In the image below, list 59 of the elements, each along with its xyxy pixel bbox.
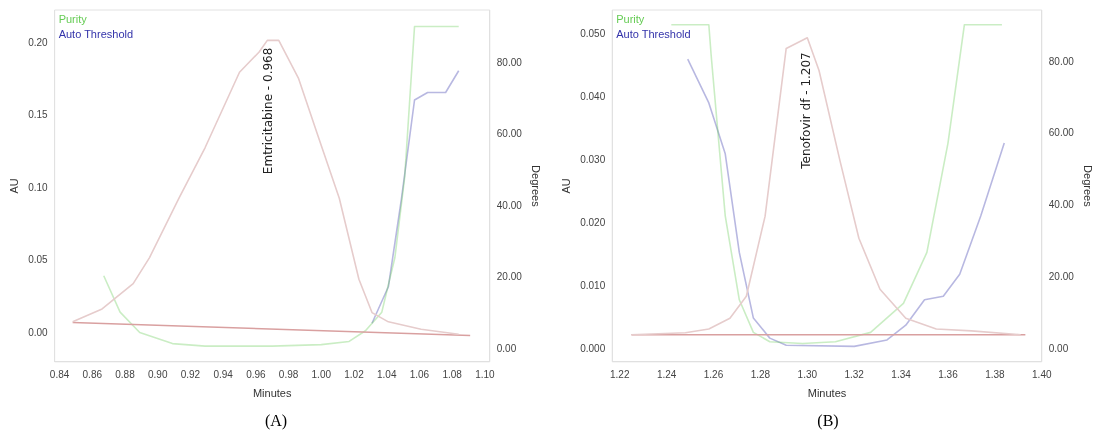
- y2-tick-label: 80.00: [1048, 55, 1075, 67]
- x-tick-label: 1.36: [938, 368, 959, 380]
- text: (B): [816, 412, 840, 430]
- x-tick-label: 1.26: [703, 368, 724, 380]
- x-tick-label: 0.96: [246, 368, 267, 380]
- x-tick-label: 1.04: [376, 368, 397, 380]
- y2-tick-label: 20.00: [496, 271, 523, 283]
- y-tick-label: 0.05: [28, 254, 49, 266]
- x-tick-label: 1.24: [656, 368, 677, 380]
- x-tick-label: 0.98: [278, 368, 299, 380]
- y-tick-label: 0.20: [28, 37, 49, 49]
- x-tick-label: 1.32: [844, 368, 865, 380]
- x-tick-label: 0.86: [82, 368, 103, 380]
- text: (A): [263, 412, 289, 430]
- y2-axis-title: Degrees: [1082, 165, 1095, 208]
- y2-tick-label: 0.00: [496, 342, 517, 354]
- y-tick-label: 0.020: [580, 216, 606, 228]
- series-label: Auto Threshold: [616, 27, 691, 40]
- x-tick-label: 0.84: [49, 368, 70, 380]
- x-tick-label: 1.02: [344, 368, 365, 380]
- text: Purity: [616, 12, 645, 25]
- x-tick-label: 0.94: [213, 368, 234, 380]
- x-tick-label: 1.10: [475, 368, 496, 380]
- y-tick-label: 0.030: [580, 153, 606, 165]
- annotation: Tenofovir df - 1.207: [799, 52, 814, 170]
- y-tick-label: 0.00: [28, 326, 49, 338]
- y-tick-label: 0.050: [580, 27, 606, 39]
- x-tick-label: 1.28: [750, 368, 771, 380]
- x-tick-label: 1.38: [985, 368, 1006, 380]
- y-tick-label: 0.10: [28, 181, 49, 193]
- y2-axis-title: Degrees: [530, 165, 543, 208]
- x-tick-label: 1.34: [891, 368, 912, 380]
- y-tick-label: 0.010: [580, 279, 606, 291]
- x-tick-label: 0.92: [180, 368, 201, 380]
- y2-tick-label: 20.00: [1048, 270, 1075, 282]
- x-axis-title: Minutes: [807, 387, 847, 400]
- x-tick-label: 1.06: [409, 368, 430, 380]
- text: Auto Threshold: [58, 27, 134, 40]
- text: Purity: [58, 12, 88, 25]
- y2-tick-label: 40.00: [496, 199, 523, 211]
- y2-tick-label: 60.00: [496, 128, 523, 140]
- x-axis-title: Minutes: [252, 387, 292, 400]
- x-tick-label: 0.88: [115, 368, 136, 380]
- x-tick-label: 1.40: [1032, 368, 1052, 380]
- x-tick-label: 1.22: [609, 368, 630, 380]
- x-tick-label: 1.30: [797, 368, 818, 380]
- y2-tick-label: 80.00: [496, 56, 523, 68]
- y2-tick-label: 0.00: [1048, 342, 1069, 354]
- y2-tick-label: 60.00: [1048, 127, 1075, 139]
- y-axis-title: AU: [7, 178, 20, 194]
- x-tick-label: 1.08: [442, 368, 463, 380]
- y-tick-label: 0.000: [580, 342, 606, 354]
- annotation: Emtricitabine - 0.968: [261, 47, 276, 175]
- x-tick-label: 0.90: [147, 368, 168, 380]
- y-tick-label: 0.040: [580, 90, 606, 102]
- x-tick-label: 1.00: [311, 368, 332, 380]
- y-axis-title: AU: [559, 178, 572, 194]
- y-tick-label: 0.15: [28, 109, 49, 121]
- y2-tick-label: 40.00: [1048, 199, 1075, 211]
